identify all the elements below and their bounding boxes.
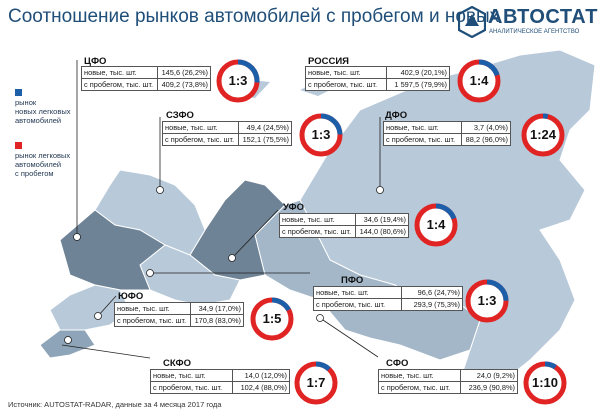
ratio-donut: 1:4 <box>413 202 459 248</box>
region-name: РОССИЯ <box>308 56 349 67</box>
ring-new-share <box>465 279 509 323</box>
region-name: СФО <box>386 358 409 369</box>
ratio-donut: 1:10 <box>522 360 568 406</box>
ring-background <box>301 115 341 155</box>
value-new: 3,7 (4,0%) <box>460 121 511 134</box>
page-title: Соотношение рынков автомобилей с пробего… <box>8 6 500 27</box>
value-used: 152,1 (75,5%) <box>238 133 292 146</box>
value-used: 1 597,5 (79,9%) <box>386 78 450 91</box>
ratio-donut: 1:4 <box>456 58 502 104</box>
ring-new-share <box>294 361 338 405</box>
value-used: 102,4 (88,0%) <box>232 381 290 394</box>
ratio-donut: 1:3 <box>298 112 344 158</box>
region-table: новые, тыс. шт. 402,9 (20,1%) с пробегом,… <box>304 66 450 91</box>
region-table: новые, тыс. шт. 34,6 (19,4%) с пробегом, … <box>278 213 409 238</box>
value-used: 170,8 (83,0%) <box>190 314 244 327</box>
ring-background <box>525 363 565 403</box>
region-name: ДФО <box>385 110 408 121</box>
ring-background <box>252 299 292 339</box>
ring-background <box>296 363 336 403</box>
marker-cfo <box>73 233 81 241</box>
value-used: 293,9 (75,3%) <box>400 298 464 311</box>
ratio-donut: 1:3 <box>464 278 510 324</box>
value-new: 34,6 (19,4%) <box>355 213 409 226</box>
ring-new-share <box>216 59 260 103</box>
value-new: 49,4 (24,5%) <box>238 121 292 134</box>
region-table: новые, тыс. шт. 14,0 (12,0%) с пробегом, … <box>149 369 290 394</box>
marker-ufo <box>228 254 236 262</box>
region-table: новые, тыс. шт. 96,6 (24,7%) с пробегом, … <box>313 286 464 311</box>
logo-icon <box>458 6 486 38</box>
marker-pfo <box>146 269 154 277</box>
ratio-ring <box>250 297 294 341</box>
marker-skfo <box>64 336 72 344</box>
region-name: СКФО <box>163 358 192 369</box>
map-region-pfo <box>139 244 241 306</box>
ratio-donut: 1:5 <box>249 296 295 342</box>
value-new: 145,6 (26,2%) <box>157 66 211 79</box>
marker-szfo <box>156 186 164 194</box>
legend-new-swatch <box>15 89 22 96</box>
ratio-donut: 1:24 <box>520 112 566 158</box>
ring-new-share <box>457 59 501 103</box>
ratio-ring <box>414 203 458 247</box>
ring-background <box>416 205 456 245</box>
ring-background <box>467 281 507 321</box>
ratio-donut: 1:7 <box>293 360 339 406</box>
ring-new-share <box>523 361 567 405</box>
value-used: 144,0 (80,6%) <box>355 225 409 238</box>
region-name: ЮФО <box>118 291 144 302</box>
region-table: новые, тыс. шт. 49,4 (24,5%) с пробегом, … <box>161 121 292 146</box>
map-region-skfo <box>39 329 96 359</box>
ring-new-share <box>521 113 565 157</box>
ratio-donut: 1:3 <box>215 58 261 104</box>
ratio-ring <box>216 59 260 103</box>
region-table: новые, тыс. шт. 24,0 (9,2%) с пробегом, т… <box>377 369 518 394</box>
logo-wordmark: АВТОСТАТ <box>488 6 598 28</box>
marker-yufo <box>94 312 102 320</box>
ring-background <box>459 61 499 101</box>
source-note: Источник: AUTOSTAT-RADAR, данные за 4 ме… <box>8 400 222 409</box>
ratio-ring <box>521 113 565 157</box>
value-used: 88,2 (96,0%) <box>460 133 511 146</box>
ratio-ring <box>457 59 501 103</box>
ring-background <box>523 115 563 155</box>
value-new: 402,9 (20,1%) <box>386 66 450 79</box>
ring-background <box>218 61 258 101</box>
region-name: УФО <box>283 202 305 213</box>
ratio-ring <box>523 361 567 405</box>
map-region-cfo <box>59 209 166 291</box>
value-used: 409,2 (73,8%) <box>157 78 211 91</box>
value-new: 14,0 (12,0%) <box>232 369 290 382</box>
ratio-ring <box>299 113 343 157</box>
value-new: 34,9 (17,0%) <box>190 302 244 315</box>
ratio-ring <box>294 361 338 405</box>
region-name: ПФО <box>341 275 364 286</box>
ring-new-share <box>414 203 458 247</box>
region-table: новые, тыс. шт. 3,7 (4,0%) с пробегом, ты… <box>383 121 511 146</box>
legend-new-label: рынок новых легковых автомобилей <box>15 98 71 125</box>
region-table: новые, тыс. шт. 34,9 (17,0%) с пробегом, … <box>113 302 244 327</box>
value-new: 24,0 (9,2%) <box>460 369 518 382</box>
autostat-logo: АВТОСТАТ АНАЛИТИЧЕСКОЕ АГЕНТСТВО <box>458 4 598 42</box>
ratio-ring <box>465 279 509 323</box>
value-used: 236,9 (90,8%) <box>460 381 518 394</box>
ring-new-share <box>299 113 343 157</box>
region-name: ЦФО <box>84 56 107 67</box>
logo-subtitle: АНАЛИТИЧЕСКОЕ АГЕНТСТВО <box>489 29 580 35</box>
legend-used-swatch <box>15 142 22 149</box>
region-table: новые, тыс. шт. 145,6 (26,2%) с пробегом,… <box>80 66 211 91</box>
region-name: СЗФО <box>166 110 194 121</box>
value-new: 96,6 (24,7%) <box>400 286 464 299</box>
marker-dfo <box>376 186 384 194</box>
legend-used-label: рынок легковых автомобилей с пробегом <box>15 151 71 178</box>
marker-sfo <box>316 314 324 322</box>
ring-new-share <box>250 297 294 341</box>
